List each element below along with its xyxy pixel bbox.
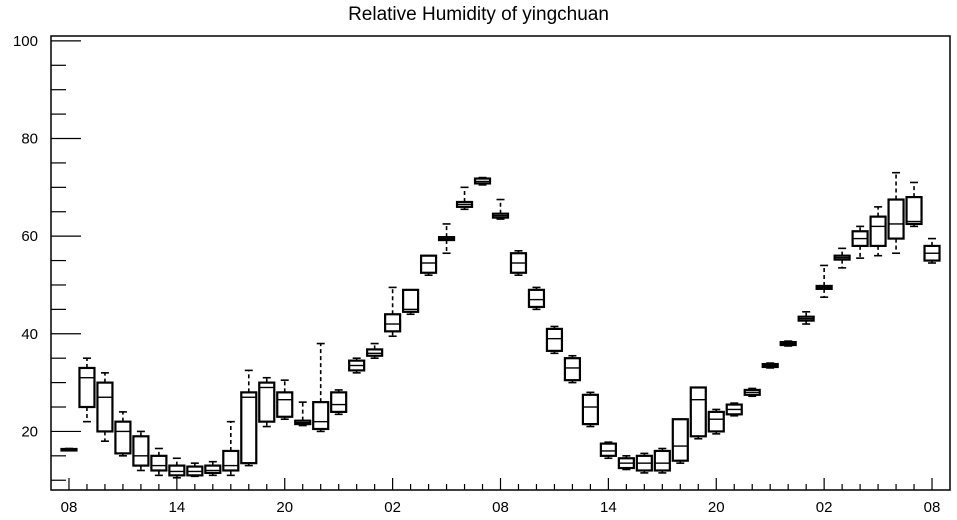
box-body [312,401,330,431]
box-23 [473,176,492,186]
box-body [887,198,905,240]
box-body [671,418,689,462]
box-25 [509,249,528,277]
box-body [132,435,150,467]
y-tick-label: 60 [21,228,38,245]
box-36 [707,408,725,435]
y-tick-label: 80 [21,131,38,148]
box-45 [869,206,887,257]
box-body [114,420,132,455]
box-body [707,410,725,433]
box-body [240,391,258,465]
box-19 [402,288,420,316]
box-42 [815,264,833,298]
box-37 [725,402,743,417]
x-tick-label: 02 [384,499,401,516]
box-18 [384,286,402,338]
box-28 [563,354,582,384]
box-body [581,393,600,426]
box-39 [761,362,779,369]
y-tick-label: 100 [13,33,38,50]
box-34 [671,418,689,464]
box-22 [455,186,474,211]
y-tick-label: 20 [21,423,38,440]
box-13 [294,401,312,427]
box-4 [132,430,150,472]
box-31 [617,455,635,471]
box-40 [779,340,797,347]
box-body [563,357,582,382]
boxes [60,171,941,479]
x-tick-label: 14 [600,499,617,516]
box-5 [150,447,168,477]
box-body [150,454,168,472]
box-15 [330,389,348,416]
box-body [222,449,240,472]
x-tick-label: 20 [276,499,293,516]
chart-title: Relative Humidity of yingchuan [348,4,609,25]
box-32 [635,452,653,474]
box-10 [240,369,258,467]
box-body [599,442,617,457]
box-43 [833,247,851,269]
x-tick-label: 08 [61,499,78,516]
box-26 [527,286,546,311]
axes: 20 40 60 80 100 08 14 20 02 08 14 20 02 08 [13,33,951,516]
box-body [402,288,420,313]
box-1 [78,357,96,423]
box-29 [581,391,600,428]
box-46 [887,171,905,255]
box-2 [96,372,114,442]
box-6 [168,457,186,479]
y-tick-label: 40 [21,326,38,343]
box-12 [276,379,294,421]
box-21 [437,223,456,255]
box-body [78,366,96,409]
x-tick-label: 08 [924,499,941,516]
box-body [168,464,186,477]
box-body [96,381,114,433]
x-tick-label: 20 [708,499,725,516]
box-body [276,391,294,418]
box-24 [491,198,510,220]
box-20 [419,254,438,277]
box-body [258,381,276,423]
box-body [545,327,564,352]
box-body [905,195,923,226]
box-9 [222,420,240,477]
box-body [204,464,222,475]
box-47 [905,181,923,228]
box-41 [797,311,815,325]
box-0 [60,447,78,452]
box-body [653,449,671,472]
box-body [384,313,402,333]
box-44 [851,225,869,259]
box-body [366,348,384,357]
box-30 [599,441,617,460]
box-body [527,288,546,309]
box-17 [366,342,384,359]
x-tick-label: 08 [492,499,509,516]
box-35 [689,386,707,440]
box-14 [312,342,330,433]
box-33 [653,447,671,474]
box-body [869,215,887,248]
box-body [330,391,348,413]
box-38 [743,387,761,398]
box-48 [923,237,941,264]
box-7 [186,462,204,478]
box-3 [114,411,132,457]
box-11 [258,376,276,428]
box-27 [545,325,564,355]
box-16 [348,357,366,374]
box-8 [204,460,222,477]
box-body [689,386,707,438]
box-body [419,254,438,274]
plot-frame [50,35,951,491]
x-tick-label: 02 [816,499,833,516]
x-tick-label: 14 [169,499,186,516]
